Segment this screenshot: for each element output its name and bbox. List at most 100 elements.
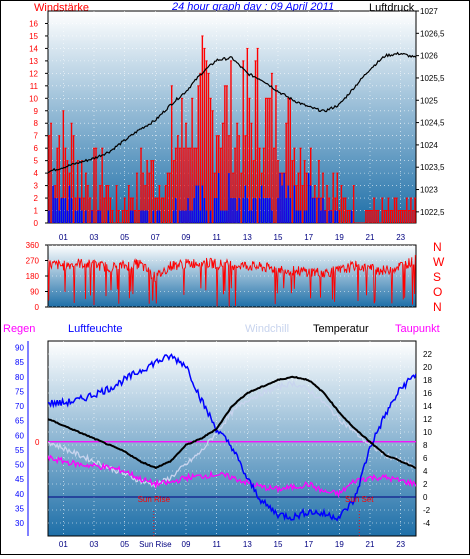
wind-speed-tick-label: 11 [30, 82, 39, 91]
direction-letter: W [433, 255, 445, 269]
sunset-label: Sun Set [345, 495, 374, 504]
pressure-tick-label: 1023,5 [420, 163, 445, 172]
temperature-tick-label: 10 [423, 428, 432, 437]
wind-speed-tick-label: 15 [29, 32, 38, 41]
wind-direction-tick-label: 360 [26, 241, 40, 250]
direction-letter: S [433, 270, 441, 284]
x-tick-label: 21 [366, 233, 375, 242]
direction-letter: O [433, 285, 442, 299]
wind-speed-tick-label: 3 [34, 182, 39, 191]
x-tick-label: 17 [304, 233, 313, 242]
humidity-tick-label: 90 [15, 344, 24, 353]
temperature-tick-label: 2 [423, 480, 428, 489]
sunrise-label: Sun Rise [138, 495, 171, 504]
pressure-tick-label: 1026 [420, 52, 438, 61]
pressure-tick-label: 1024,5 [420, 119, 445, 128]
x-tick-label: Sun Rise [139, 540, 172, 549]
x-tick-label: 13 [243, 540, 252, 549]
direction-letter: N [433, 240, 442, 254]
x-tick-label: 01 [59, 540, 68, 549]
humidity-tick-label: 70 [15, 402, 24, 411]
wind-speed-tick-label: 12 [29, 69, 38, 78]
x-tick-label: 11 [213, 233, 222, 242]
legend-temperatur: Temperatur [313, 323, 369, 335]
x-tick-label: 09 [182, 540, 191, 549]
temperature-tick-label: 18 [423, 376, 432, 385]
rain-zero-label: 0 [35, 438, 40, 447]
wind-speed-tick-label: 0 [34, 219, 39, 228]
wind-speed-tick-label: 4 [34, 169, 39, 178]
x-tick-label: 11 [213, 540, 222, 549]
temperature-tick-label: 4 [423, 467, 428, 476]
x-tick-label: 15 [274, 233, 283, 242]
temperature-tick-label: -2 [423, 506, 431, 515]
wind-speed-tick-label: 16 [29, 19, 38, 28]
x-tick-label: 07 [151, 233, 160, 242]
wind-speed-tick-label: 9 [34, 107, 39, 116]
x-tick-label: 23 [396, 540, 405, 549]
humidity-tick-label: 85 [15, 358, 24, 367]
x-tick-label: 01 [59, 233, 68, 242]
humidity-tick-label: 65 [15, 417, 24, 426]
temperature-tick-label: 0 [423, 493, 428, 502]
legend-regen: Regen [3, 323, 35, 335]
pressure-tick-label: 1026,5 [420, 29, 445, 38]
pressure-tick-label: 1025 [420, 96, 438, 105]
pressure-line [48, 51, 416, 174]
wind-speed-tick-label: 7 [34, 132, 39, 141]
x-tick-label: 19 [335, 540, 344, 549]
temperature-tick-label: 20 [423, 363, 432, 372]
humidity-tick-label: 45 [15, 475, 24, 484]
humidity-tick-label: 50 [15, 461, 24, 470]
wind-speed-tick-label: 1 [34, 207, 39, 216]
x-tick-label: 19 [335, 233, 344, 242]
temperature-line [48, 375, 416, 470]
x-tick-label: 09 [182, 233, 191, 242]
chart-title: 24 hour graph day : 09 April 2011 [171, 1, 334, 13]
x-tick-label: 13 [243, 233, 252, 242]
pressure-tick-label: 1024 [420, 141, 438, 150]
wind-direction-tick-label: 90 [30, 288, 39, 297]
temperature-tick-label: 16 [423, 389, 432, 398]
x-tick-label: 23 [396, 233, 405, 242]
wind-speed-tick-label: 8 [34, 119, 39, 128]
temperature-tick-label: -4 [423, 519, 431, 528]
humidity-tick-label: 55 [15, 446, 24, 455]
pressure-tick-label: 1025,5 [420, 74, 445, 83]
legend-luftfeuchte: Luftfeuchte [68, 323, 122, 335]
wind-speed-tick-label: 10 [29, 94, 38, 103]
wind-speed-tick-label: 6 [34, 144, 39, 153]
wind-direction-line [48, 254, 416, 307]
x-tick-label: 15 [274, 540, 283, 549]
x-tick-label: 05 [120, 540, 129, 549]
temperature-tick-label: 8 [423, 441, 428, 450]
dewpoint-line [48, 454, 416, 499]
pressure-tick-label: 1027 [420, 7, 438, 16]
wind-speed-tick-label: 14 [29, 44, 38, 53]
temperature-tick-label: 14 [423, 402, 432, 411]
temperature-tick-label: 22 [423, 350, 432, 359]
pressure-tick-label: 1023 [420, 186, 438, 195]
humidity-tick-label: 30 [15, 519, 24, 528]
wind-pressure-plot-area [47, 10, 417, 224]
wind-direction-tick-label: 0 [35, 303, 40, 312]
direction-letter: N [433, 300, 442, 314]
x-tick-label: 05 [120, 233, 129, 242]
wind-direction-tick-label: 180 [26, 272, 40, 281]
wind-speed-tick-label: 13 [29, 57, 38, 66]
x-tick-label: 03 [90, 233, 99, 242]
humidity-tick-label: 40 [15, 490, 24, 499]
x-tick-label: 21 [366, 540, 375, 549]
humidity-tick-label: 35 [15, 504, 24, 513]
wind-speed-tick-label: 2 [34, 194, 39, 203]
legend-windchill: Windchill [245, 323, 289, 335]
pressure-tick-label: 1022,5 [420, 208, 445, 217]
humidity-line [48, 353, 416, 522]
humidity-tick-label: 60 [15, 431, 24, 440]
legend-taupunkt: Taupunkt [395, 323, 440, 335]
temperature-humidity-plot-area [47, 340, 417, 537]
x-tick-label: 03 [90, 540, 99, 549]
x-tick-label: 17 [304, 540, 313, 549]
